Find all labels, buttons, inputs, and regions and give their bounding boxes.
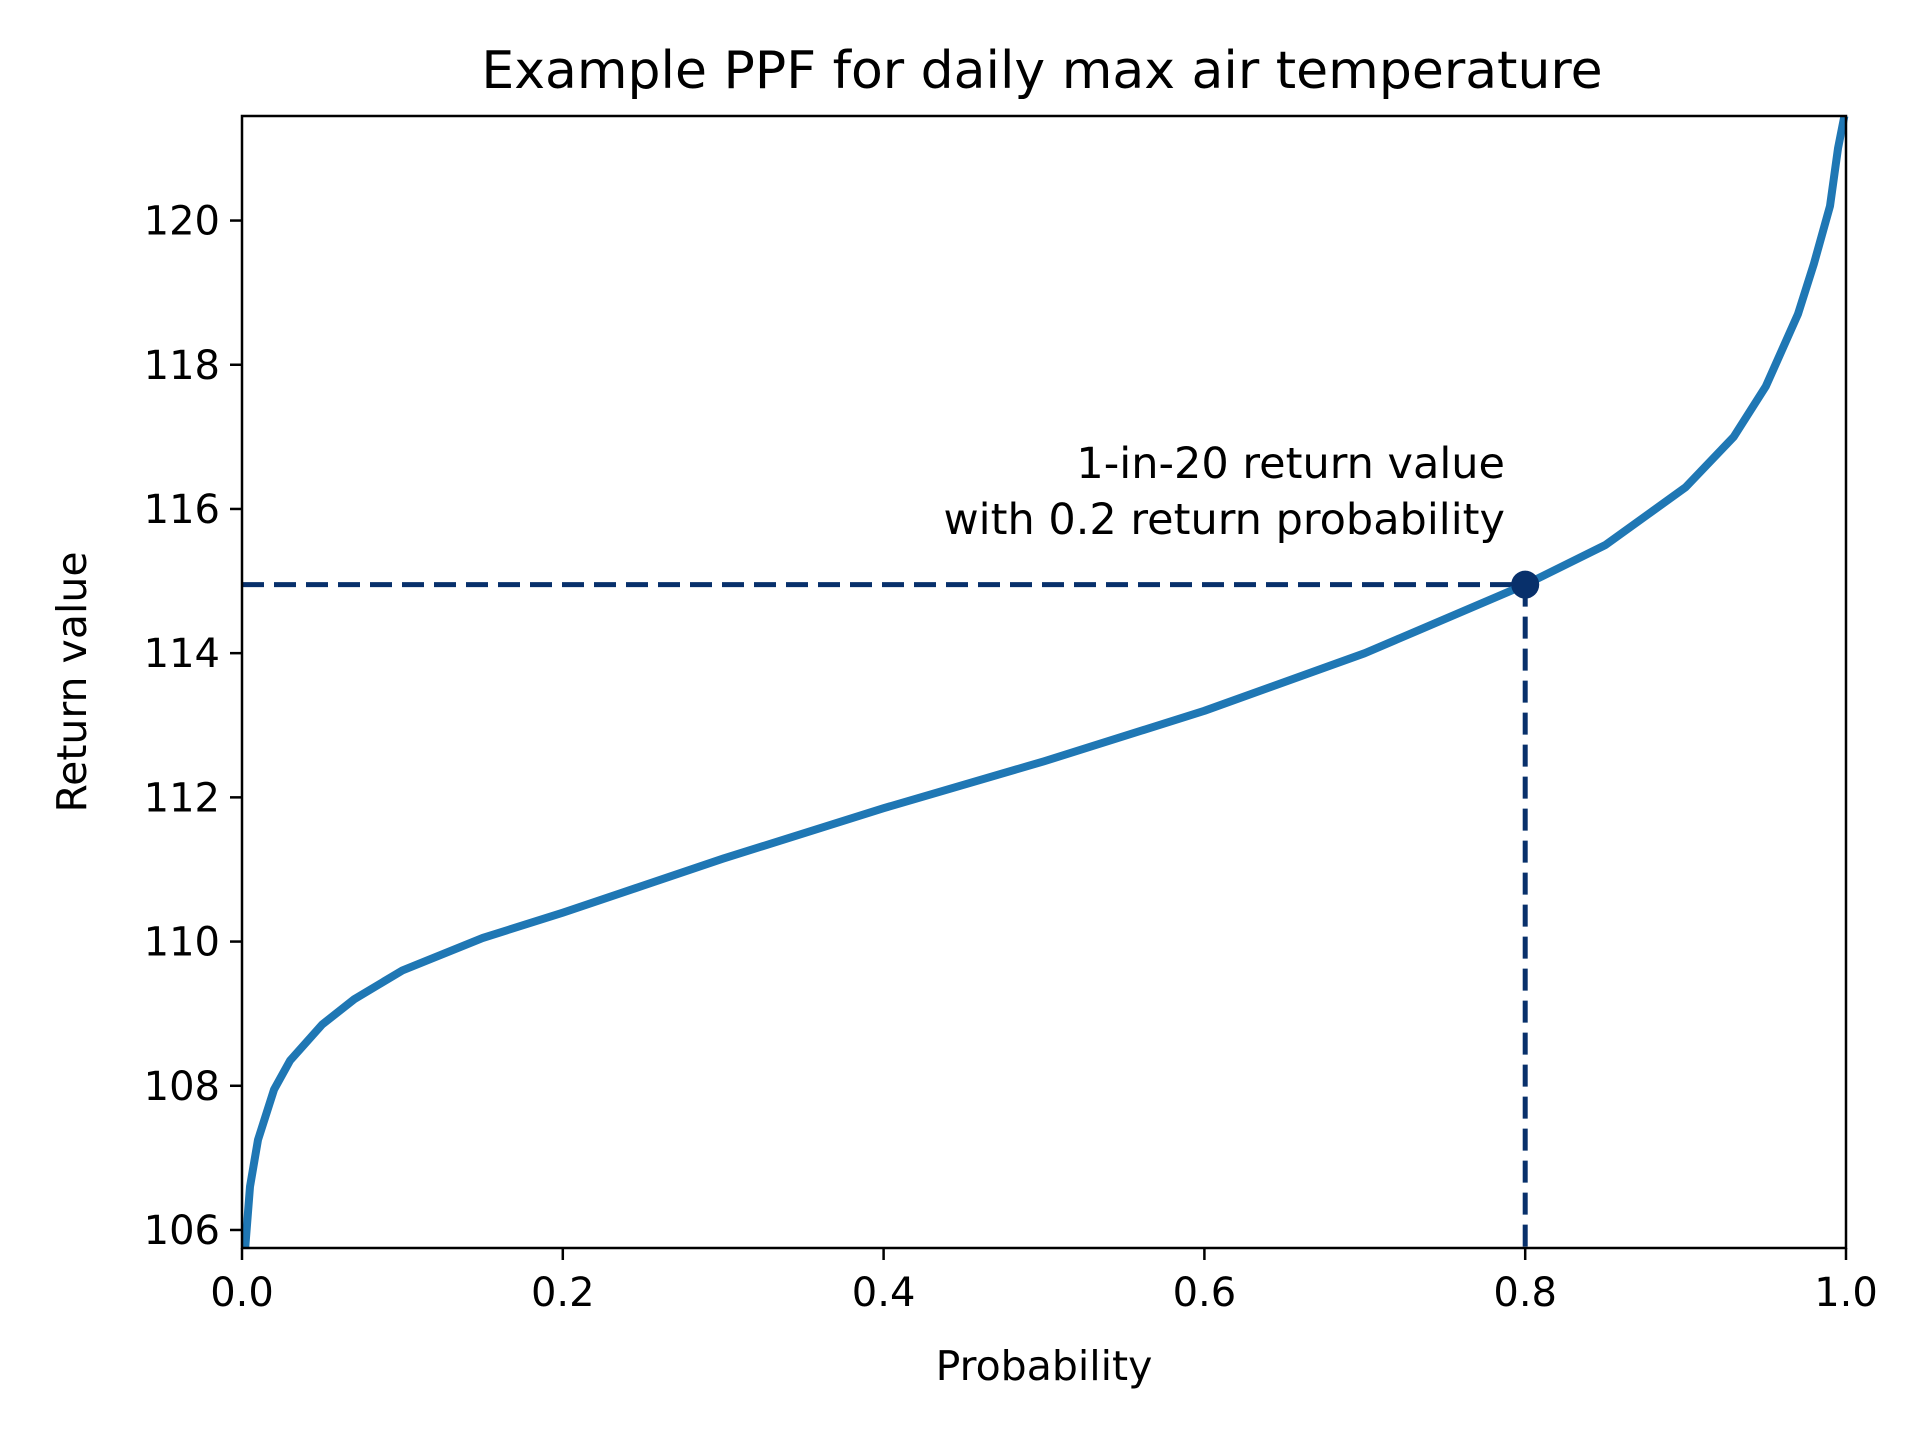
x-tick-label: 0.6 [1173,1270,1237,1316]
y-tick-label: 114 [144,631,220,677]
x-axis-label: Probability [936,1342,1153,1390]
y-axis-label: Return value [48,551,96,812]
plot-area [241,115,1849,1249]
x-tick-label: 0.2 [531,1270,595,1316]
y-tick-label: 120 [144,199,220,245]
x-tick-label: 1.0 [1814,1270,1878,1316]
ppf-curve-line [241,115,1849,1249]
return-value-point [1511,570,1540,599]
annotation-line-1: 1-in-20 return value [1076,439,1505,489]
y-tick-label: 118 [144,343,220,389]
annotation-line-2: with 0.2 return probability [943,495,1505,545]
y-tick-label: 112 [144,775,220,821]
y-tick-label: 108 [144,1064,220,1110]
x-tick-label: 0.8 [1493,1270,1557,1316]
y-axis: 106 108 110 112 114 116 118 120 [144,199,242,1254]
y-tick-label: 110 [144,920,220,966]
y-tick-label: 106 [144,1208,220,1254]
x-tick-label: 0.4 [852,1270,916,1316]
chart-title: Example PPF for daily max air temperatur… [481,41,1602,101]
x-tick-label: 0.0 [210,1270,274,1316]
plot-frame [240,114,1848,1250]
y-tick-label: 116 [144,487,220,533]
x-axis: 0.0 0.2 0.4 0.6 0.8 1.0 [210,1248,1878,1316]
